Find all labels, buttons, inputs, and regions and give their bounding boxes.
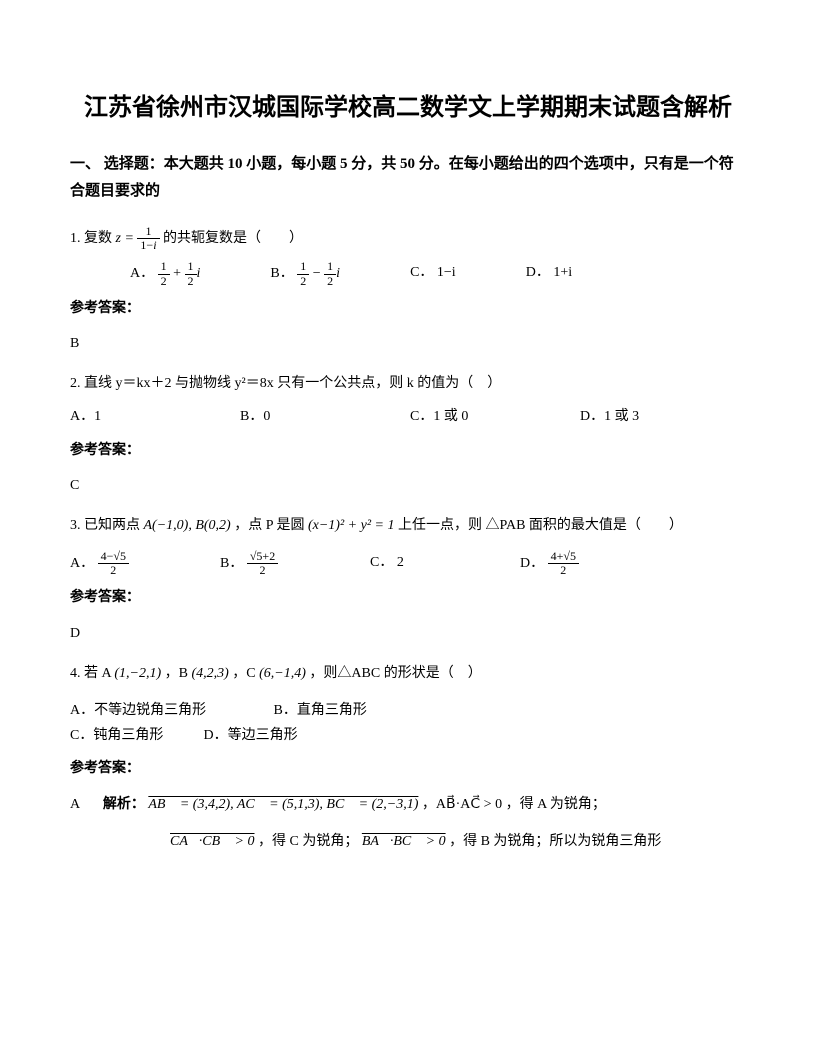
q4-explain-line2: CA⃗·CB⃗ > 0 ，得 C 为锐角； BA⃗·BC⃗ > 0 ，得 B 为… [170, 829, 746, 854]
q4-option-d: D．等边三角形 [204, 728, 298, 743]
q3-a-label: A． [70, 556, 94, 571]
section-header: 一、 选择题：本大题共 10 小题，每小题 5 分，共 50 分。在每小题给出的… [70, 151, 746, 205]
q3-option-c: C． 2 [370, 550, 520, 577]
q3-answer-label: 参考答案： [70, 585, 746, 610]
q2-option-b: B．0 [240, 404, 410, 429]
q4-answer-label: 参考答案： [70, 756, 746, 781]
q4-options-row1: A．不等边锐角三角形 B．直角三角形 [70, 698, 746, 723]
q4-explain-1c: ，得 A 为锐角； [506, 797, 606, 812]
question-4: 4. 若 A (1,−2,1) ，B (4,2,3) ，C (6,−1,4) ，… [70, 661, 746, 686]
q3-c-text: 2 [397, 555, 404, 570]
q3-option-a: A． 4−√52 [70, 550, 220, 577]
q3-mid: ，点 P 是圆 [234, 518, 308, 533]
q4-option-a: A．不等边锐角三角形 [70, 698, 270, 723]
q4-prefix: 4. 若 A [70, 666, 114, 681]
q4-mid1: ，B [165, 666, 192, 681]
q3-c-label: C． [370, 555, 393, 570]
q4-option-c: C．钝角三角形 [70, 723, 200, 748]
q4-explain-2a: CA⃗·CB⃗ > 0 [170, 834, 255, 849]
q2-option-c: C．1 或 0 [410, 404, 580, 429]
q1-a-label: A． [130, 266, 154, 281]
q4-a-point: (1,−2,1) [114, 666, 161, 681]
q1-d-label: D． [526, 265, 550, 280]
q3-points: A(−1,0), B(0,2) [144, 518, 231, 533]
q3-suffix: 上任一点，则 △PAB 面积的最大值是（ ） [398, 518, 683, 533]
q1-prefix: 1. 复数 [70, 231, 116, 246]
q2-answer-label: 参考答案： [70, 438, 746, 463]
q1-option-a: A． 12 + 12i [130, 260, 200, 287]
q3-prefix: 3. 已知两点 [70, 518, 144, 533]
q2-options: A．1 B．0 C．1 或 0 D．1 或 3 [70, 404, 746, 429]
q4-mid2: ，C [232, 666, 259, 681]
q4-explain-2d: ，得 B 为锐角；所以为锐角三角形 [449, 834, 661, 849]
question-2: 2. 直线 y＝kx＋2 与抛物线 y²＝8x 只有一个公共点，则 k 的值为（… [70, 371, 746, 396]
q4-option-b: B．直角三角形 [274, 703, 367, 718]
q3-circle: (x−1)² + y² = 1 [308, 518, 395, 533]
q4-answer-block: A 解析： AB⃗ = (3,4,2), AC⃗ = (5,1,3), BC⃗ … [70, 792, 746, 817]
q1-formula: z = [116, 231, 138, 246]
q1-option-b: B． 12 − 12i [270, 260, 340, 287]
q4-explain-2c: BA⃗·BC⃗ > 0 [362, 834, 446, 849]
q4-options-row2: C．钝角三角形 D．等边三角形 [70, 723, 746, 748]
q3-answer: D [70, 621, 746, 646]
q1-answer: B [70, 331, 746, 356]
q3-option-d: D． 4+√52 [520, 550, 579, 577]
q1-options: A． 12 + 12i B． 12 − 12i C． 1−i D． 1+i [130, 260, 746, 287]
q4-suffix: ，则△ABC 的形状是（ ） [309, 666, 481, 681]
q4-b-point: (4,2,3) [191, 666, 228, 681]
q4-c-point: (6,−1,4) [259, 666, 306, 681]
q4-explain-vectors: AB⃗ = (3,4,2), AC⃗ = (5,1,3), BC⃗ = (2,−… [148, 797, 418, 812]
question-3: 3. 已知两点 A(−1,0), B(0,2) ，点 P 是圆 (x−1)² +… [70, 513, 746, 538]
q1-b-label: B． [270, 266, 293, 281]
q1-suffix: 的共轭复数是（ ） [163, 231, 303, 246]
q2-option-d: D．1 或 3 [580, 404, 639, 429]
q1-fraction: 11−i [137, 225, 159, 252]
q1-answer-label: 参考答案： [70, 296, 746, 321]
q1-c-text: 1−i [437, 265, 456, 280]
q4-explain-2b: ，得 C 为锐角； [258, 834, 358, 849]
q1-option-c: C． 1−i [410, 260, 456, 287]
q3-option-b: B． √5+22 [220, 550, 370, 577]
q3-d-label: D． [520, 556, 544, 571]
q1-c-label: C． [410, 265, 433, 280]
q2-answer: C [70, 473, 746, 498]
q1-d-text: 1+i [553, 265, 572, 280]
q1-option-d: D． 1+i [526, 260, 572, 287]
question-1: 1. 复数 z = 11−i 的共轭复数是（ ） [70, 225, 746, 252]
q3-b-label: B． [220, 556, 243, 571]
q3-options: A． 4−√52 B． √5+22 C． 2 D． 4+√52 [70, 550, 746, 577]
q4-answer: A [70, 797, 79, 812]
q4-explain-1b: ，AB⃗·AC⃗ > 0 [422, 797, 502, 812]
q2-option-a: A．1 [70, 404, 240, 429]
q4-explain-label: 解析： [103, 797, 145, 812]
page-title: 江苏省徐州市汉城国际学校高二数学文上学期期末试题含解析 [70, 90, 746, 126]
